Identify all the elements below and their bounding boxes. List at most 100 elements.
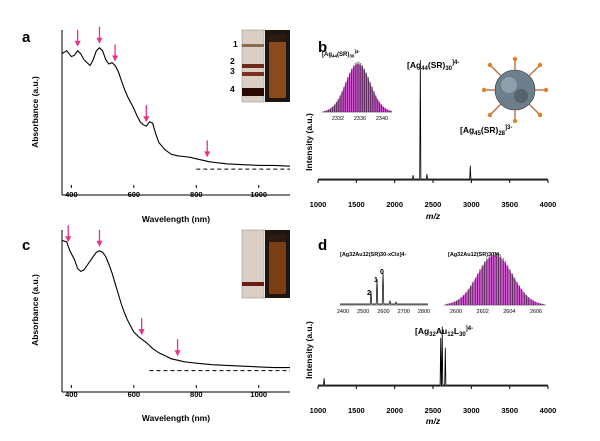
- panel-b: b 1000 1500 2000 2500 3000 3500 4000 m/z Inten…: [304, 39, 556, 221]
- b-inset-tick-label: 2340: [376, 116, 388, 122]
- d-inset-left-title: [Ag32Au12(SR)30-xClx]4-: [340, 252, 406, 258]
- d-inset-left: [Ag32Au12(SR)30-xClx]4- 2400 2500 2600 2700…: [337, 252, 430, 315]
- c-x-ticks: 400 600 800 1000: [65, 385, 267, 399]
- a-inset-label-1: 1: [233, 39, 238, 49]
- d-x-ticks: 1000 1500 2000 2500 3000 3500 4000: [310, 386, 557, 415]
- d-peak-number-1: 1: [374, 277, 378, 284]
- a-inset-label-4: 4: [230, 84, 235, 94]
- a-x-ticks: 400 600 800 1000: [65, 185, 267, 199]
- b-mass-spectrum: [318, 59, 548, 180]
- a-xtick-label: 400: [65, 190, 78, 199]
- c-xtick-label: 400: [65, 390, 78, 399]
- b-peak-label-second: [Ag45(SR)28]3-: [460, 125, 512, 137]
- b-x-label: m/z: [426, 211, 441, 221]
- a-absorbance-curve: [61, 47, 291, 167]
- a-peak-arrow: [112, 44, 119, 62]
- d-peak-label-main: [Ag32Au12L30]4-: [415, 326, 473, 338]
- c-peak-arrow: [96, 229, 103, 247]
- a-peak-arrow: [143, 105, 150, 123]
- a-band-2: [242, 64, 264, 68]
- d-inset-right-ticks: 2600 2602 2604 2606: [450, 309, 542, 315]
- d-xtick-label: 1500: [348, 406, 365, 415]
- b-xtick-label: 1500: [348, 200, 365, 209]
- d-peak-number-0: 0: [380, 269, 384, 276]
- a-xtick-label: 1000: [250, 190, 267, 199]
- d-left-inset-tick-label: 2600: [377, 309, 389, 315]
- d-left-inset-tick-label: 2500: [357, 309, 369, 315]
- a-band-1: [242, 44, 264, 47]
- d-right-inset-tick-label: 2602: [477, 309, 489, 315]
- b-inset: [Ag44(SR)30]4- 2332 2336 2340: [322, 49, 392, 122]
- b-isotope-pattern: [324, 61, 392, 112]
- d-left-inset-tick-label: 2700: [398, 309, 410, 315]
- d-inset-left-ticks: 2400 2500 2600 2700 2800: [337, 309, 430, 315]
- b-y-label: Intensity (a.u.): [304, 113, 314, 171]
- c-peak-arrow: [65, 225, 72, 243]
- d-right-inset-tick-label: 2600: [450, 309, 462, 315]
- a-vial-liquid: [269, 34, 286, 98]
- d-isotope-pattern: [446, 252, 544, 305]
- panel-d: d 1000 1500 2000 2500 3000 3500 4000 m/z Inten…: [304, 237, 556, 426]
- d-left-inset-tick-label: 2800: [418, 309, 430, 315]
- d-left-inset-tick-label: 2400: [337, 309, 349, 315]
- panel-letter-a: a: [22, 29, 31, 46]
- d-xtick-label: 1000: [310, 406, 327, 415]
- a-arrows: [74, 26, 211, 158]
- c-absorbance-curve: [61, 239, 290, 369]
- a-inset-label-2: 2: [230, 56, 235, 66]
- b-x-ticks: 1000 1500 2000 2500 3000 3500 4000: [310, 180, 557, 209]
- a-peak-arrow: [96, 26, 103, 44]
- b-xtick-label: 3000: [463, 200, 480, 209]
- d-peak-number-2: 2: [367, 290, 371, 297]
- c-y-label: Absorbance (a.u.): [30, 274, 40, 346]
- b-inset-ticks: 2332 2336 2340: [332, 116, 388, 122]
- d-mass-spectrum: [318, 326, 548, 386]
- b-xtick-label: 1000: [310, 200, 327, 209]
- a-peak-arrow: [74, 29, 81, 47]
- d-inset-right: [Ag32Au12(SR)30]4- 2600 2602 2604 2606: [444, 252, 546, 315]
- a-xtick-label: 800: [190, 190, 203, 199]
- c-xtick-label: 800: [190, 390, 203, 399]
- panel-a: a 400 600 800 1000 Wavelength (nm) Absorban…: [22, 26, 291, 224]
- a-inset-photo: [241, 29, 290, 103]
- b-xtick-label: 3500: [501, 200, 518, 209]
- b-inset-title: [Ag44(SR)30]4-: [322, 49, 360, 59]
- d-inset-left-peaks: [340, 270, 428, 305]
- d-right-inset-tick-label: 2604: [503, 309, 515, 315]
- a-xtick-label: 600: [128, 190, 141, 199]
- c-x-label: Wavelength (nm): [142, 413, 210, 423]
- d-xtick-label: 2000: [386, 406, 403, 415]
- d-xtick-label: 2500: [425, 406, 442, 415]
- d-xtick-label: 4000: [540, 406, 557, 415]
- panel-letter-d: d: [318, 237, 327, 254]
- a-peak-arrow: [204, 140, 211, 158]
- b-xtick-label: 2000: [386, 200, 403, 209]
- a-y-label: Absorbance (a.u.): [30, 76, 40, 148]
- d-xtick-label: 3000: [463, 406, 480, 415]
- b-inset-tick-label: 2336: [354, 116, 366, 122]
- c-peak-arrow: [138, 318, 145, 336]
- a-band-4: [242, 88, 264, 96]
- d-x-label: m/z: [426, 416, 441, 426]
- b-simulated-envelope: [324, 64, 392, 112]
- d-y-label: Intensity (a.u.): [304, 321, 314, 379]
- a-vial-cap: [269, 34, 286, 42]
- c-arrows: [65, 225, 181, 357]
- c-peak-arrow: [174, 339, 181, 357]
- a-inset-label-3: 3: [230, 66, 235, 76]
- d-simulated-envelope: [446, 255, 544, 305]
- panel-c: c 400 600 800 1000 Wavelength (nm) Absorban…: [22, 225, 290, 423]
- d-xtick-label: 3500: [501, 406, 518, 415]
- c-inset-photo: [241, 229, 290, 299]
- b-peak-label-main: [Ag44(SR)30]4-: [407, 60, 459, 72]
- d-inset-right-title: [Ag32Au12(SR)30]4-: [448, 252, 501, 258]
- c-xtick-label: 1000: [250, 390, 267, 399]
- a-band-3: [242, 72, 264, 76]
- panel-letter-b: b: [318, 39, 327, 56]
- a-x-label: Wavelength (nm): [142, 214, 210, 224]
- panel-letter-c: c: [22, 237, 30, 254]
- b-xtick-label: 4000: [540, 200, 557, 209]
- c-xtick-label: 600: [128, 390, 141, 399]
- b-xtick-label: 2500: [425, 200, 442, 209]
